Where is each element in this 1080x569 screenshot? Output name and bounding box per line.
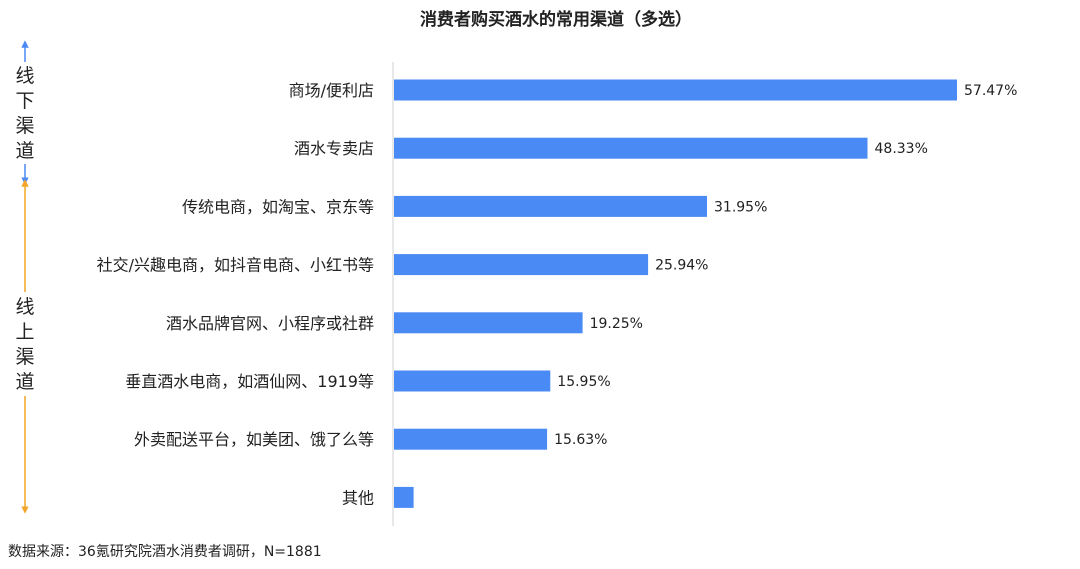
chart-title: 消费者购买酒水的常用渠道（多选） <box>420 9 692 30</box>
value-label-3: 25.94% <box>655 258 708 274</box>
offline-group-label: 线下渠道 <box>15 65 34 162</box>
category-label-2: 传统电商，如淘宝、京东等 <box>182 197 374 216</box>
bar-0 <box>394 79 957 101</box>
bar-4 <box>394 312 583 334</box>
category-label-3: 社交/兴趣电商，如抖音电商、小红书等 <box>97 256 374 275</box>
category-label-5: 垂直酒水电商，如酒仙网、1919等 <box>125 372 374 391</box>
value-label-5: 15.95% <box>557 374 610 390</box>
source-note: 数据来源：36氪研究院酒水消费者调研，N=1881 <box>8 544 322 560</box>
category-label-7: 其他 <box>342 488 374 507</box>
bar-3 <box>394 254 649 276</box>
bar-1 <box>394 137 868 159</box>
bar-2 <box>394 195 707 217</box>
online-group-label: 线上渠道 <box>15 296 34 393</box>
value-label-4: 19.25% <box>590 316 643 332</box>
value-label-1: 48.33% <box>875 141 928 157</box>
value-label-0: 57.47% <box>964 83 1017 99</box>
value-label-2: 31.95% <box>714 199 767 215</box>
value-label-6: 15.63% <box>554 432 607 448</box>
bar-5 <box>394 370 551 392</box>
bar-7 <box>394 486 414 508</box>
category-label-4: 酒水品牌官网、小程序或社群 <box>166 314 374 333</box>
category-label-0: 商场/便利店 <box>289 81 374 100</box>
category-label-1: 酒水专卖店 <box>294 139 374 158</box>
category-label-6: 外卖配送平台，如美团、饿了么等 <box>134 430 374 449</box>
bar-6 <box>394 428 548 450</box>
